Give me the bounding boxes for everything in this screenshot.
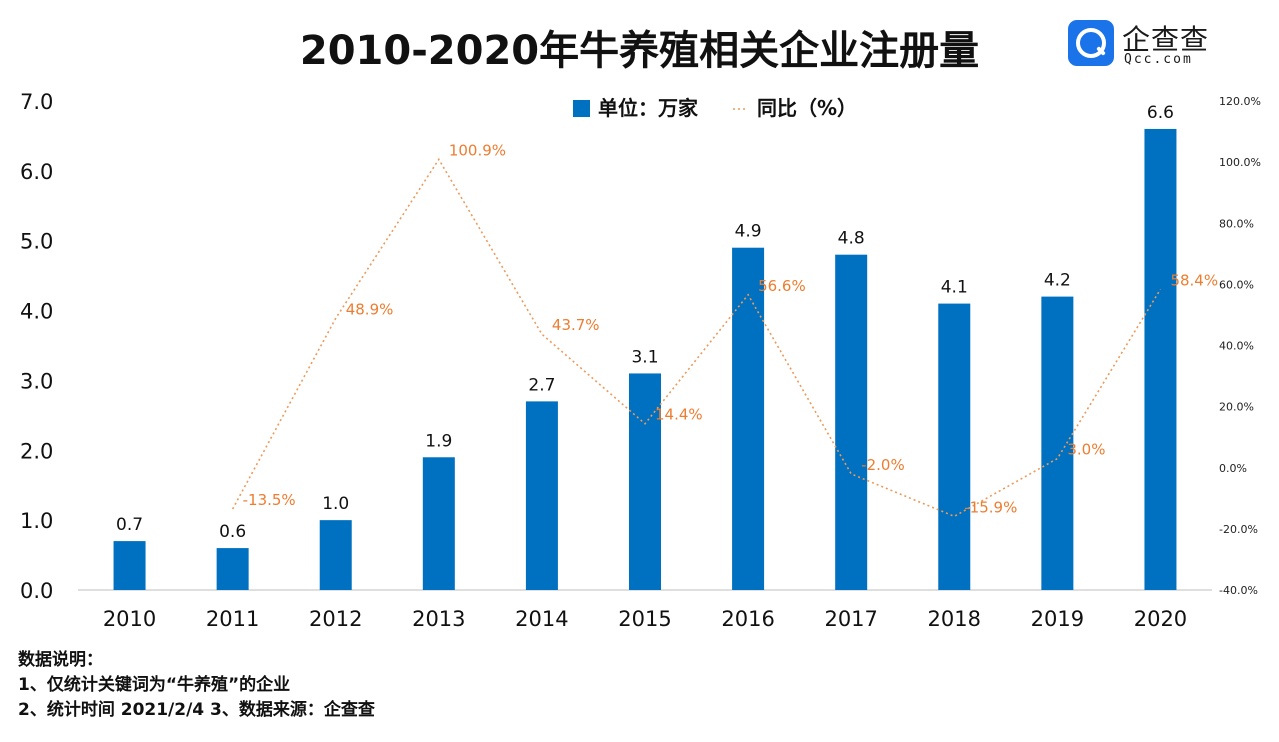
bar bbox=[216, 548, 249, 590]
bar bbox=[113, 541, 146, 590]
y-right-tick-label: 20.0% bbox=[1219, 401, 1254, 414]
line-value-label: 48.9% bbox=[346, 300, 394, 318]
bar bbox=[422, 457, 455, 590]
y-left-tick-label: 6.0 bbox=[20, 160, 53, 184]
y-right-tick-label: 0.0% bbox=[1219, 462, 1247, 475]
y-right-tick-label: 60.0% bbox=[1219, 278, 1254, 291]
x-tick-label: 2011 bbox=[206, 607, 259, 631]
y-left-tick-label: 3.0 bbox=[20, 369, 53, 393]
bar bbox=[525, 401, 558, 590]
x-tick-label: 2010 bbox=[103, 607, 156, 631]
bar-value-label: 2.7 bbox=[528, 375, 555, 395]
y-left-tick-label: 4.0 bbox=[20, 300, 53, 324]
bar-value-label: 3.1 bbox=[631, 347, 658, 367]
bar bbox=[629, 373, 661, 590]
x-tick-label: 2017 bbox=[824, 607, 877, 631]
bar-value-label: 4.8 bbox=[838, 229, 865, 249]
x-tick-label: 2013 bbox=[412, 607, 465, 631]
logo-text-en: Qcc.com bbox=[1124, 52, 1193, 67]
chart-title: 2010-2020年牛养殖相关企业注册量 bbox=[299, 28, 980, 74]
bar-value-label: 4.9 bbox=[735, 222, 762, 242]
line-value-label: 43.7% bbox=[552, 316, 600, 334]
y-right-tick-label: -20.0% bbox=[1219, 523, 1258, 536]
x-tick-label: 2012 bbox=[309, 607, 362, 631]
bar-value-label: 4.2 bbox=[1044, 271, 1071, 291]
y-left-tick-label: 7.0 bbox=[20, 90, 53, 114]
legend-bar-swatch bbox=[573, 100, 590, 117]
line-value-label: -15.9% bbox=[964, 498, 1017, 516]
bar-value-label: 0.7 bbox=[116, 515, 143, 535]
notes-line-2: 2、统计时间 2021/2/4 3、数据来源：企查查 bbox=[18, 700, 375, 720]
line-value-label: 14.4% bbox=[655, 406, 703, 424]
y-right-tick-label: -40.0% bbox=[1219, 584, 1258, 597]
line-value-label: -2.0% bbox=[861, 456, 905, 474]
line-value-label: 58.4% bbox=[1170, 271, 1218, 289]
bar-value-label: 1.9 bbox=[425, 431, 452, 451]
x-tick-label: 2020 bbox=[1134, 607, 1187, 631]
brand-logo: 企查查 Qcc.com bbox=[1068, 20, 1248, 72]
bar-value-label: 4.1 bbox=[941, 278, 968, 298]
bar bbox=[1041, 296, 1074, 590]
data-notes: 数据说明： 1、仅统计关键词为“牛养殖”的企业 2、统计时间 2021/2/4 … bbox=[18, 648, 375, 723]
notes-line-1: 1、仅统计关键词为“牛养殖”的企业 bbox=[18, 675, 291, 695]
bar bbox=[938, 303, 971, 590]
y-right-tick-label: 40.0% bbox=[1219, 340, 1254, 353]
x-tick-label: 2015 bbox=[618, 607, 671, 631]
line-value-label: 56.6% bbox=[758, 277, 806, 295]
bar-value-label: 6.6 bbox=[1147, 103, 1174, 123]
bar bbox=[319, 520, 352, 590]
y-left-tick-label: 5.0 bbox=[20, 230, 53, 254]
bar-value-label: 1.0 bbox=[322, 494, 349, 514]
notes-heading: 数据说明： bbox=[18, 650, 103, 670]
y-right-tick-label: 100.0% bbox=[1219, 156, 1261, 169]
y-left-tick-label: 1.0 bbox=[20, 509, 53, 533]
line-value-label: 3.0% bbox=[1067, 441, 1105, 459]
line-value-label: 100.9% bbox=[449, 141, 506, 159]
bar bbox=[732, 247, 765, 590]
yoy-line bbox=[231, 157, 1162, 518]
x-tick-label: 2014 bbox=[515, 607, 568, 631]
legend-bar-label: 单位：万家 bbox=[598, 96, 699, 120]
logo-text-cn: 企查查 bbox=[1122, 23, 1210, 56]
y-right-tick-label: 120.0% bbox=[1219, 95, 1261, 108]
x-tick-label: 2016 bbox=[721, 607, 774, 631]
magnifier-icon bbox=[1068, 20, 1114, 66]
bar-value-label: 0.6 bbox=[219, 522, 246, 542]
bar bbox=[835, 254, 868, 590]
y-left-tick-label: 2.0 bbox=[20, 439, 53, 463]
line-value-label: -13.5% bbox=[243, 491, 296, 509]
legend-line-label: 同比（%） bbox=[757, 96, 857, 120]
y-left-tick-label: 0.0 bbox=[20, 579, 53, 603]
x-tick-label: 2018 bbox=[928, 607, 981, 631]
bar bbox=[1144, 128, 1177, 590]
y-right-tick-label: 80.0% bbox=[1219, 217, 1254, 230]
x-tick-label: 2019 bbox=[1031, 607, 1084, 631]
